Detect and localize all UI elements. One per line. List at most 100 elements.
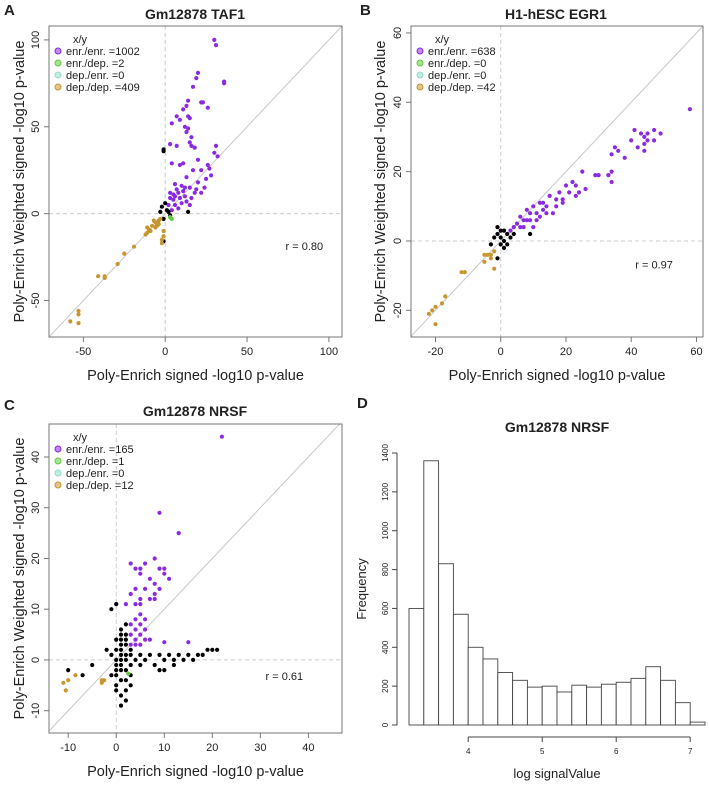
data-point-dd xyxy=(63,688,68,693)
data-point-ee xyxy=(133,586,138,592)
data-point-ee xyxy=(616,148,621,153)
x-axis-label: Poly-Enrich signed -log10 p-value xyxy=(87,368,304,384)
data-point-ee xyxy=(531,225,536,230)
data-point-ee xyxy=(143,617,148,622)
data-point-ee xyxy=(138,566,143,571)
data-point-ns xyxy=(163,201,168,206)
data-point-ee xyxy=(528,218,533,223)
data-point-ee xyxy=(123,602,128,607)
legend-entry: enr./dep. =0 xyxy=(428,58,486,70)
data-point-ns xyxy=(167,652,172,658)
data-point-ee xyxy=(212,150,217,155)
panel-letter: A xyxy=(4,2,15,19)
x-tick-label: 6 xyxy=(614,747,619,756)
y-tick-label: 20 xyxy=(392,165,404,177)
data-point-ns xyxy=(123,652,128,658)
histogram-bar xyxy=(586,686,602,726)
data-point-ee xyxy=(192,190,197,195)
legend-marker-icon xyxy=(54,59,62,67)
panel-b: B H1-hESC EGR1-20 0 20 40 60-200204060Poly-En… xyxy=(360,2,704,384)
data-point-ee xyxy=(652,138,657,143)
data-point-ee xyxy=(583,186,588,192)
data-point-ee xyxy=(528,211,533,216)
data-point-ee xyxy=(187,116,192,121)
legend-marker-icon xyxy=(416,59,424,67)
data-point-dd xyxy=(148,228,153,234)
histogram-bar xyxy=(556,691,573,726)
x-tick-label: 0 xyxy=(162,346,168,358)
data-point-ee xyxy=(213,43,219,48)
data-point-ee xyxy=(179,201,184,206)
data-point-ee xyxy=(567,190,572,195)
data-point-ns xyxy=(123,698,128,703)
correlation-label: r = 0.80 xyxy=(286,241,324,253)
y-tick-label: 800 xyxy=(381,562,390,576)
data-point-ee xyxy=(534,218,539,223)
data-point-ns xyxy=(186,652,191,658)
data-point-ee xyxy=(205,105,210,110)
data-point-ee xyxy=(596,173,601,178)
identity-line xyxy=(49,26,342,337)
data-point-ns xyxy=(171,657,176,663)
data-point-ee xyxy=(138,571,143,576)
legend-marker-icon xyxy=(54,83,62,91)
data-point-ee xyxy=(186,640,191,645)
data-point-ee xyxy=(612,145,618,150)
data-point-dd xyxy=(96,274,101,279)
data-point-ee xyxy=(205,162,210,168)
data-point-ee xyxy=(176,531,181,536)
data-point-ed xyxy=(169,216,174,221)
data-point-ns xyxy=(501,245,507,250)
y-tick-label: 0 xyxy=(30,211,42,217)
data-point-ns xyxy=(114,637,119,642)
data-point-ee xyxy=(177,195,182,201)
data-point-ee xyxy=(138,642,143,647)
data-point-ns xyxy=(123,688,128,693)
data-point-ns xyxy=(109,652,114,658)
data-point-ee xyxy=(143,627,148,632)
y-tick-label: -50 xyxy=(30,293,42,309)
data-point-ee xyxy=(195,180,201,185)
data-point-ee xyxy=(147,596,152,602)
data-point-ee xyxy=(184,103,189,108)
data-point-ee xyxy=(521,218,526,223)
data-point-dd xyxy=(158,216,163,221)
data-point-dd xyxy=(68,319,73,324)
data-point-ee xyxy=(128,622,133,627)
data-point-ns xyxy=(118,642,124,647)
data-point-ns xyxy=(186,209,191,214)
data-point-ee xyxy=(138,596,143,602)
data-point-dd xyxy=(488,252,493,257)
x-tick-label: 0 xyxy=(498,346,504,358)
histogram-bar xyxy=(660,679,676,726)
data-point-ee xyxy=(190,84,196,89)
data-point-ee xyxy=(138,622,143,627)
legend-entry: dep./dep. =42 xyxy=(428,82,496,94)
data-point-ns xyxy=(104,647,109,652)
y-tick-label: 60 xyxy=(392,27,404,39)
data-point-ns xyxy=(114,662,119,668)
data-point-ns xyxy=(501,228,507,233)
data-point-dd xyxy=(102,678,107,683)
data-point-ee xyxy=(593,173,598,178)
histogram-bar xyxy=(408,607,425,726)
data-point-ns xyxy=(495,225,500,230)
chart-title: Gm12878 NRSF xyxy=(143,403,248,419)
data-point-ee xyxy=(157,510,162,515)
data-point-ee xyxy=(152,591,157,597)
x-tick-label: 20 xyxy=(560,346,572,358)
histogram-bar xyxy=(482,658,499,726)
data-point-ee xyxy=(128,591,133,597)
data-point-ee xyxy=(658,131,663,136)
data-point-ee xyxy=(192,145,197,150)
data-point-dd xyxy=(102,274,107,279)
data-point-ns xyxy=(118,657,124,663)
data-point-ns xyxy=(528,231,533,237)
y-tick-label: -20 xyxy=(392,302,404,318)
data-point-ns xyxy=(118,703,124,708)
data-point-ee xyxy=(524,218,529,223)
data-point-ns xyxy=(128,683,133,688)
data-point-ns xyxy=(191,657,196,663)
histogram-bar xyxy=(541,685,558,726)
